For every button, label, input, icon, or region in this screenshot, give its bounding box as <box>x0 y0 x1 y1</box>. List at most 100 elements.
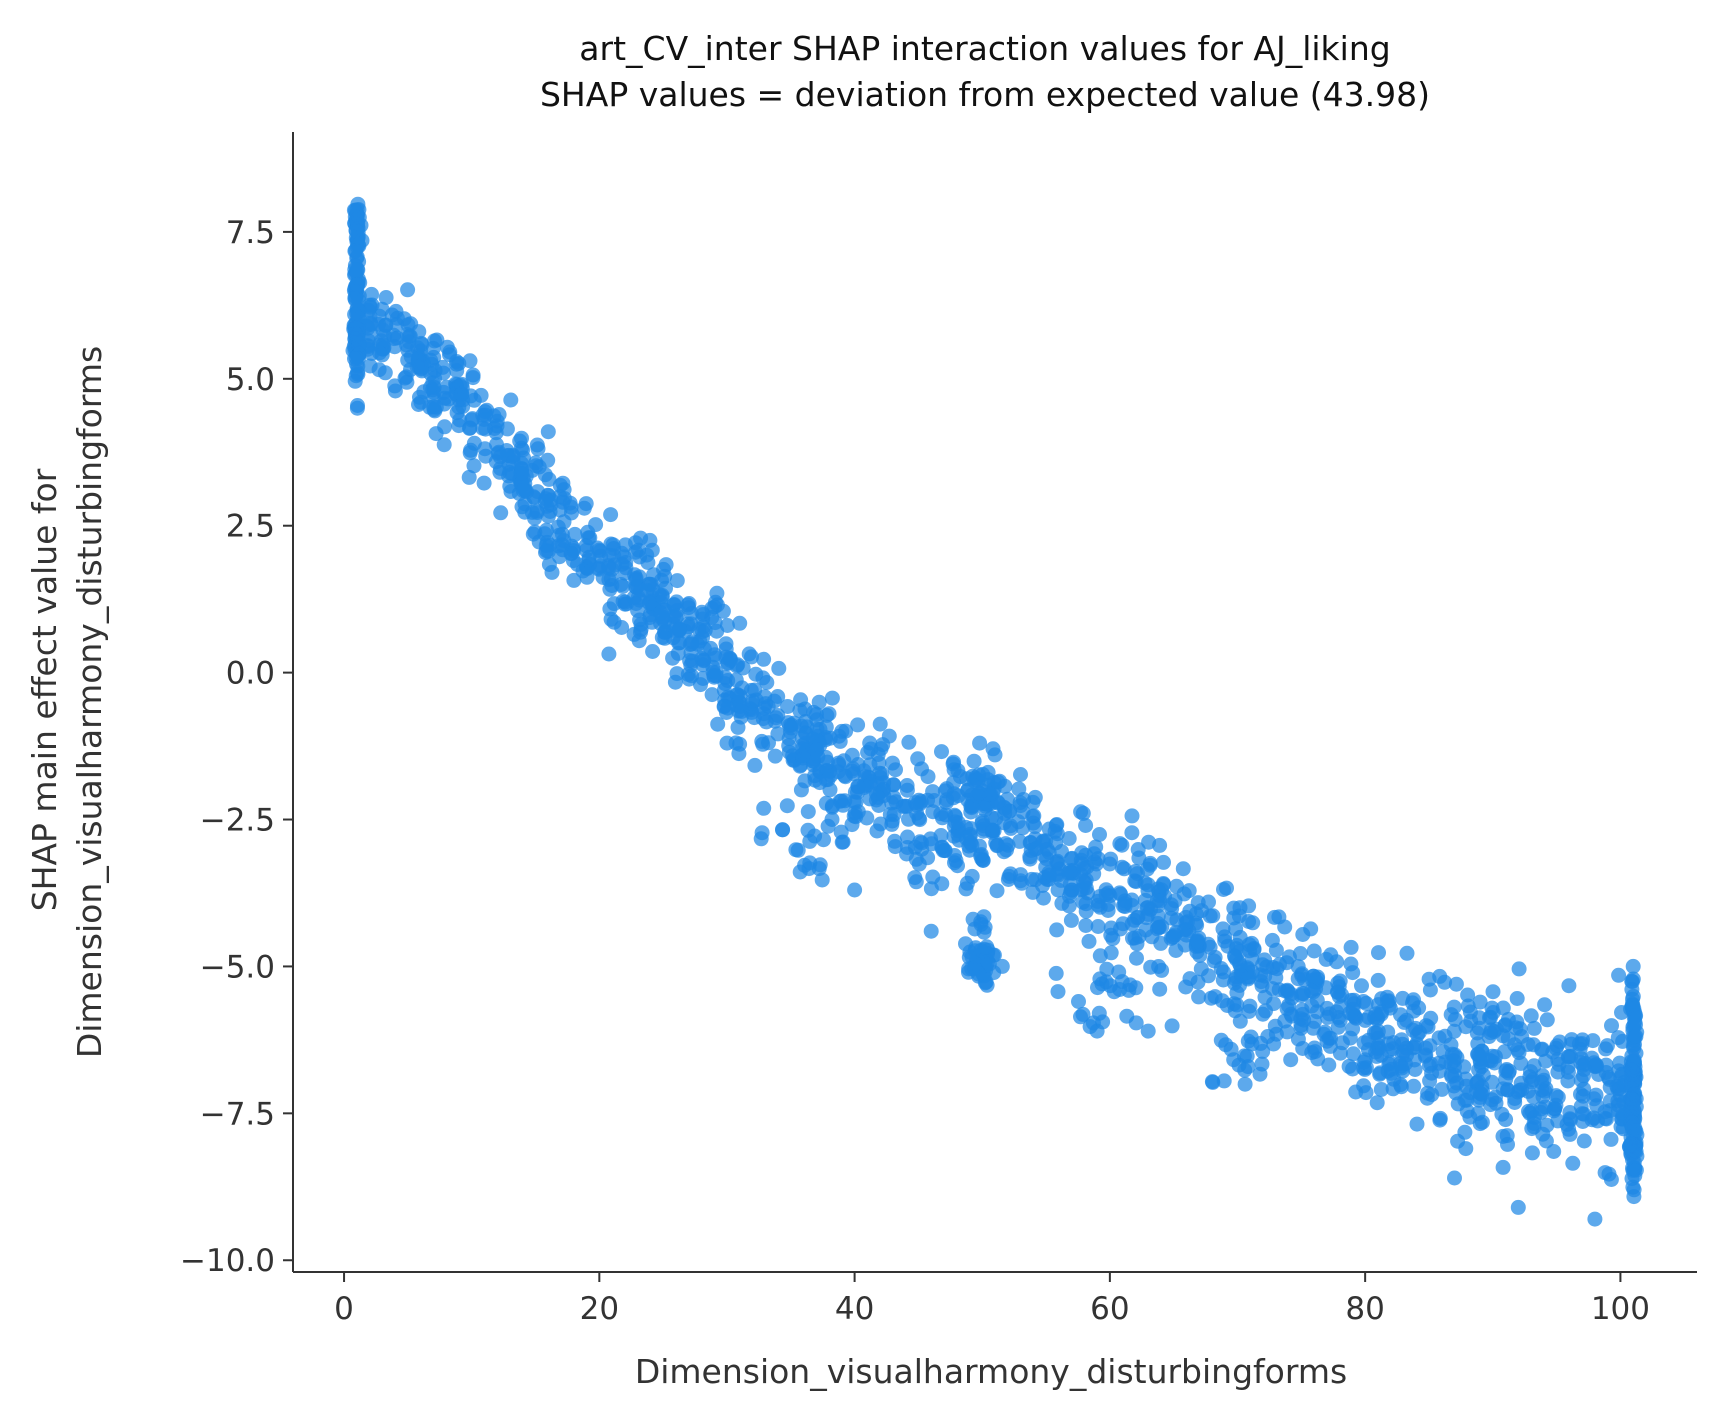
scatter-point <box>436 437 452 453</box>
scatter-point <box>1050 867 1066 883</box>
scatter-point <box>1182 903 1198 919</box>
scatter-point <box>1564 1032 1580 1048</box>
scatter-point <box>1599 1038 1615 1054</box>
scatter-point <box>1406 992 1421 1008</box>
scatter-point <box>601 646 617 662</box>
scatter-point <box>567 526 583 542</box>
scatter-point <box>499 421 515 437</box>
scatter-point <box>466 458 482 474</box>
scatter-point <box>493 505 509 521</box>
scatter-point <box>812 737 828 753</box>
scatter-point <box>1152 893 1168 909</box>
scatter-point <box>790 842 806 858</box>
scatter-point <box>732 688 748 704</box>
scatter-point <box>1142 855 1158 871</box>
scatter-point <box>694 651 710 666</box>
scatter-point <box>958 881 974 897</box>
scatter-point <box>912 812 928 828</box>
y-tick-label: 5.0 <box>226 362 275 398</box>
scatter-point <box>1062 888 1077 904</box>
scatter-point <box>1050 984 1066 1000</box>
scatter-point <box>947 814 963 830</box>
y-axis-label-line1: SHAP main effect value for <box>25 468 64 911</box>
scatter-point <box>1381 1043 1396 1058</box>
scatter-point <box>937 843 953 859</box>
scatter-point <box>451 418 467 434</box>
scatter-point <box>1526 1020 1542 1036</box>
scatter-point <box>1471 1048 1487 1063</box>
scatter-point <box>1228 951 1244 967</box>
scatter-point <box>731 746 747 762</box>
scatter-point <box>732 615 748 631</box>
scatter-point <box>1216 1073 1232 1089</box>
scatter-point <box>503 484 519 499</box>
scatter-point <box>413 394 429 410</box>
scatter-point <box>1073 1009 1088 1025</box>
scatter-point <box>1546 1144 1562 1159</box>
scatter-point <box>1345 1021 1361 1037</box>
scatter-point <box>1013 873 1028 889</box>
scatter-point <box>1140 1023 1156 1039</box>
scatter-point <box>491 444 507 460</box>
scatter-point <box>756 800 772 816</box>
scatter-point <box>1207 989 1223 1005</box>
scatter-point <box>848 794 864 810</box>
scatter-point <box>684 636 700 652</box>
scatter-point <box>1422 1038 1438 1054</box>
scatter-point <box>1112 885 1128 901</box>
scatter-point <box>400 317 416 333</box>
scatter-point <box>719 618 735 633</box>
scatter-point <box>872 716 888 732</box>
scatter-point <box>1495 1081 1511 1097</box>
y-tick-label: 7.5 <box>226 215 275 251</box>
scatter-point <box>1526 1058 1542 1074</box>
scatter-point <box>748 692 764 708</box>
scatter-point <box>428 426 444 442</box>
scatter-point <box>809 706 824 722</box>
scatter-point <box>862 757 878 773</box>
scatter-point <box>1446 999 1462 1015</box>
scatter-point <box>1462 1085 1478 1101</box>
scatter-point <box>1130 866 1145 882</box>
scatter-point <box>834 723 850 739</box>
scatter-point <box>1303 921 1319 937</box>
scatter-point <box>428 399 444 415</box>
scatter-point <box>1383 1065 1399 1081</box>
scatter-point <box>1152 981 1168 997</box>
scatter-point <box>1306 943 1322 959</box>
scatter-point <box>862 791 878 807</box>
chart-title: art_CV_inter SHAP interaction values for… <box>579 29 1390 68</box>
scatter-point <box>1268 942 1284 958</box>
scatter-point <box>987 747 1003 763</box>
scatter-point <box>1448 976 1464 992</box>
scatter-point <box>933 828 949 843</box>
scatter-point <box>1373 1082 1389 1097</box>
scatter-point <box>465 411 480 427</box>
scatter-point <box>1277 919 1293 935</box>
scatter-point <box>669 573 685 589</box>
scatter-point <box>1149 921 1165 937</box>
scatter-point <box>541 471 557 487</box>
scatter-point <box>1421 1058 1437 1074</box>
scatter-point <box>1071 994 1086 1009</box>
scatter-point <box>681 671 697 687</box>
scatter-point <box>362 358 378 374</box>
scatter-point <box>1215 921 1231 937</box>
scatter-point <box>1628 1029 1644 1044</box>
scatter-point <box>1100 903 1116 918</box>
scatter-point <box>1537 997 1553 1013</box>
scatter-point <box>1628 1162 1644 1178</box>
scatter-point <box>492 464 508 480</box>
scatter-point <box>517 481 532 496</box>
scatter-point <box>1343 939 1359 955</box>
scatter-point <box>989 883 1005 899</box>
scatter-point <box>1345 1046 1361 1062</box>
scatter-point <box>1154 962 1170 978</box>
scatter-point <box>1090 919 1106 934</box>
scatter-point <box>1399 945 1415 961</box>
scatter-point <box>529 437 545 453</box>
scatter-point <box>1409 1116 1425 1132</box>
scatter-point <box>615 578 631 594</box>
scatter-point <box>633 582 649 598</box>
scatter-point <box>1150 908 1166 924</box>
